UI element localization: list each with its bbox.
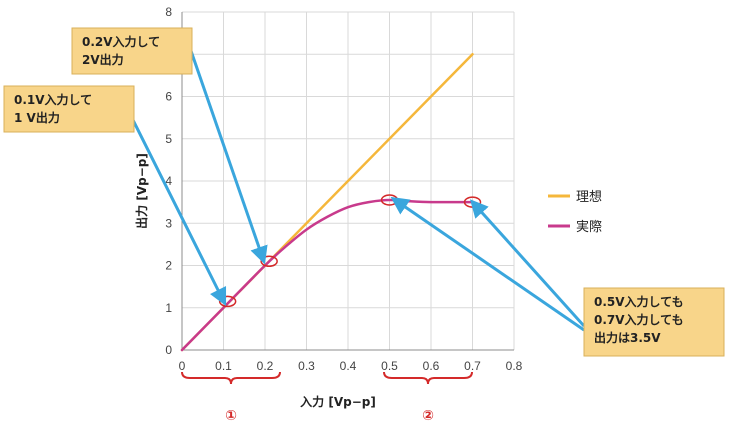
callout-box-1 bbox=[3, 85, 135, 133]
y-tick-label: 6 bbox=[165, 90, 172, 104]
callouts: 0.2V入力して 2V出力 0.1V入力して 1 V出力 0.5V入力しても 0.7V入… bbox=[3, 27, 725, 357]
y-tick-label: 2 bbox=[165, 259, 172, 273]
callout-text-0: 2V出力 bbox=[82, 52, 124, 67]
x-tick-label: 0.5 bbox=[381, 359, 398, 373]
callout-text-1: 1 V出力 bbox=[14, 110, 60, 125]
axes: 00.10.20.30.40.50.60.70.8012345678入力 [Vp… bbox=[134, 5, 523, 409]
x-axis-title: 入力 [Vp−p] bbox=[300, 394, 376, 409]
region-brace-1 bbox=[383, 371, 473, 385]
callout-arrow-2-0 bbox=[390, 196, 585, 332]
y-tick-label: 3 bbox=[165, 216, 172, 230]
callout-arrow-2-1 bbox=[469, 199, 586, 328]
callout-box-0 bbox=[71, 27, 193, 75]
x-tick-label: 0.3 bbox=[298, 359, 315, 373]
region-brace-0 bbox=[181, 371, 281, 385]
y-tick-label: 5 bbox=[165, 132, 172, 146]
x-tick-label: 0.1 bbox=[215, 359, 232, 373]
legend-label-1: 実際 bbox=[576, 219, 602, 235]
y-axis-title: 出力 [Vp−p] bbox=[134, 153, 149, 229]
callout-text-2: 0.7V入力しても bbox=[594, 312, 684, 327]
y-tick-label: 1 bbox=[165, 301, 172, 315]
y-tick-label: 0 bbox=[165, 343, 172, 357]
region-label-0: ① bbox=[225, 408, 237, 424]
x-tick-label: 0.6 bbox=[423, 359, 440, 373]
callout-text-2: 0.5V入力しても bbox=[594, 294, 684, 309]
legend-label-0: 理想 bbox=[576, 189, 602, 205]
y-tick-label: 4 bbox=[165, 174, 172, 188]
x-tick-label: 0.2 bbox=[257, 359, 274, 373]
x-tick-label: 0.4 bbox=[340, 359, 357, 373]
callout-text-2: 出力は3.5V bbox=[594, 330, 661, 345]
x-tick-label: 0.7 bbox=[464, 359, 481, 373]
x-tick-label: 0 bbox=[179, 359, 186, 373]
region-label-1: ② bbox=[422, 408, 434, 424]
y-tick-label: 8 bbox=[165, 5, 172, 19]
callout-arrow-1-0 bbox=[130, 117, 227, 307]
callout-text-0: 0.2V入力して bbox=[82, 34, 160, 49]
callout-text-1: 0.1V入力して bbox=[14, 92, 92, 107]
callout-arrow-0-0 bbox=[188, 47, 268, 265]
callout-box-2 bbox=[583, 287, 725, 357]
x-tick-label: 0.8 bbox=[506, 359, 523, 373]
